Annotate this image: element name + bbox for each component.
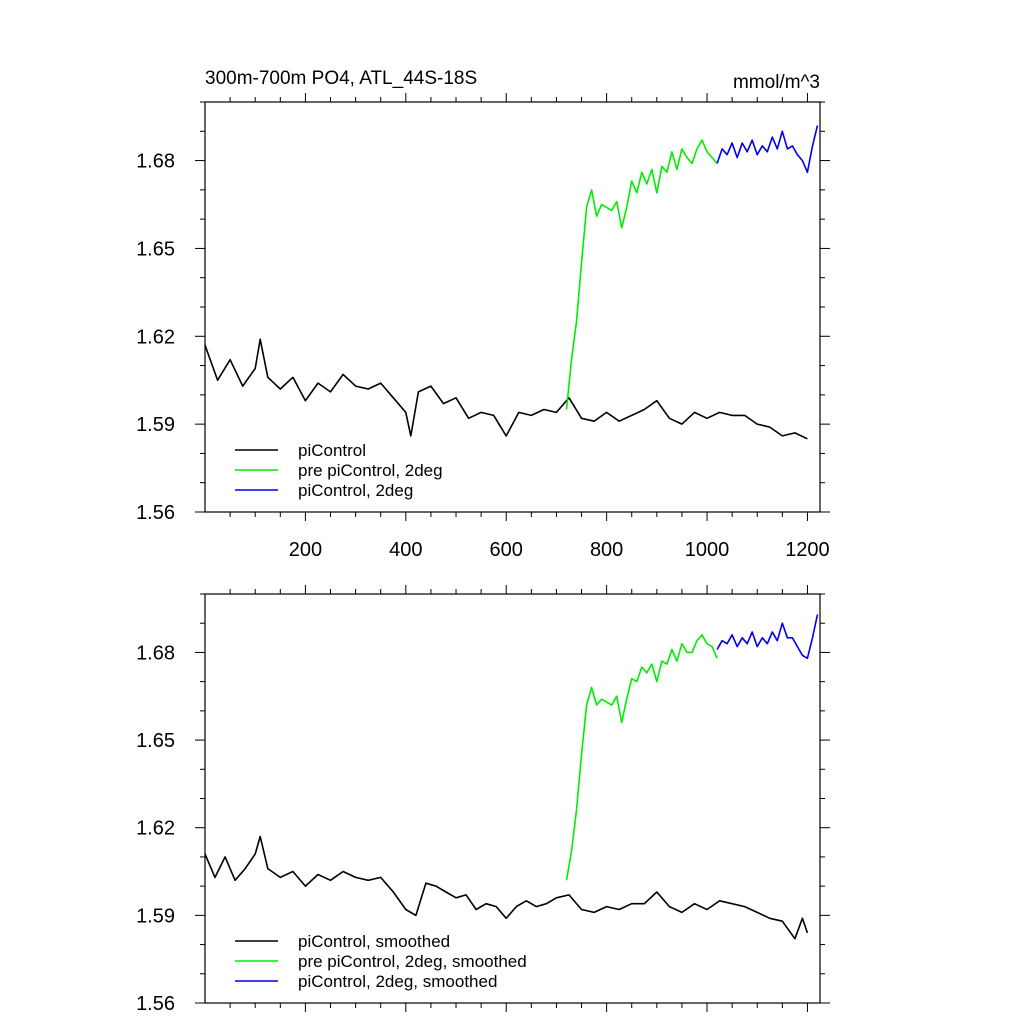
y-tick-label: 1.68 bbox=[136, 642, 175, 664]
y-tick-label: 1.62 bbox=[136, 818, 175, 840]
y-tick-label: 1.65 bbox=[136, 730, 175, 752]
series-line-2 bbox=[565, 634, 718, 881]
series-line-1 bbox=[204, 835, 809, 940]
x-tick-label: 400 bbox=[389, 539, 422, 561]
y-tick-label: 1.56 bbox=[136, 502, 175, 524]
legend-label: piControl bbox=[298, 441, 366, 460]
series-line-3 bbox=[716, 125, 819, 174]
series-line-3 bbox=[716, 614, 819, 660]
x-tick-label: 800 bbox=[590, 539, 623, 561]
y-tick-label: 1.62 bbox=[136, 326, 175, 348]
series-line-1 bbox=[204, 338, 808, 440]
y-tick-label: 1.56 bbox=[136, 993, 175, 1015]
legend-label: piControl, 2deg, smoothed bbox=[298, 972, 497, 991]
y-tick-label: 1.68 bbox=[136, 151, 175, 173]
legend-label: pre piControl, 2deg, smoothed bbox=[298, 952, 527, 971]
series-line-2 bbox=[565, 139, 718, 410]
x-tick-label: 600 bbox=[490, 539, 523, 561]
chart-title: 300m-700m PO4, ATL_44S-18S bbox=[205, 68, 477, 89]
y-tick-label: 1.65 bbox=[136, 238, 175, 260]
x-tick-label: 200 bbox=[289, 539, 322, 561]
units-label: mmol/m^3 bbox=[733, 72, 820, 93]
legend-label: piControl, 2deg bbox=[298, 481, 413, 500]
x-tick-label: 1000 bbox=[685, 539, 730, 561]
y-tick-label: 1.59 bbox=[136, 414, 175, 436]
legend-label: pre piControl, 2deg bbox=[298, 461, 443, 480]
y-tick-label: 1.59 bbox=[136, 905, 175, 927]
top-panel: 200 400 600 800 1000 1200 1.56 1.59 1.62 1.65 1.68… bbox=[136, 93, 830, 561]
legend-label: piControl, smoothed bbox=[298, 932, 450, 951]
x-tick-label: 1200 bbox=[785, 539, 830, 561]
